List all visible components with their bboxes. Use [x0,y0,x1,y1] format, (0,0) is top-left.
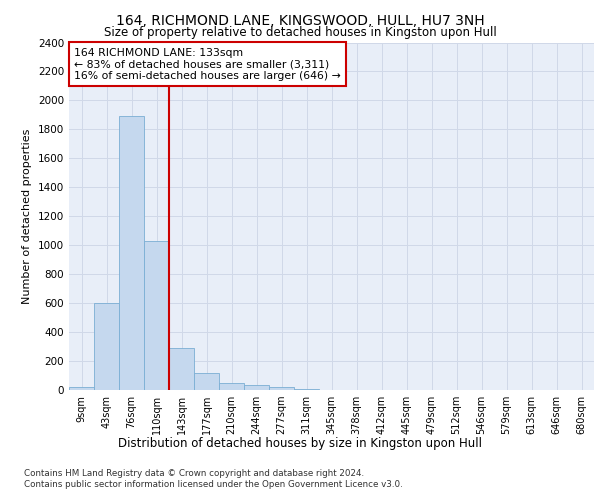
Text: 164, RICHMOND LANE, KINGSWOOD, HULL, HU7 3NH: 164, RICHMOND LANE, KINGSWOOD, HULL, HU7… [116,14,484,28]
Y-axis label: Number of detached properties: Number of detached properties [22,128,32,304]
Text: Size of property relative to detached houses in Kingston upon Hull: Size of property relative to detached ho… [104,26,496,39]
Text: Contains public sector information licensed under the Open Government Licence v3: Contains public sector information licen… [24,480,403,489]
Bar [94,303,119,390]
Bar [219,383,244,390]
Bar [69,387,94,390]
Text: Distribution of detached houses by size in Kingston upon Hull: Distribution of detached houses by size … [118,438,482,450]
Text: 164 RICHMOND LANE: 133sqm
← 83% of detached houses are smaller (3,311)
16% of se: 164 RICHMOND LANE: 133sqm ← 83% of detac… [74,48,341,81]
Bar [169,348,194,390]
Bar [244,385,269,390]
Text: Contains HM Land Registry data © Crown copyright and database right 2024.: Contains HM Land Registry data © Crown c… [24,469,364,478]
Bar [194,372,219,390]
Bar [144,241,169,390]
Bar [119,116,144,390]
Bar [269,387,294,390]
